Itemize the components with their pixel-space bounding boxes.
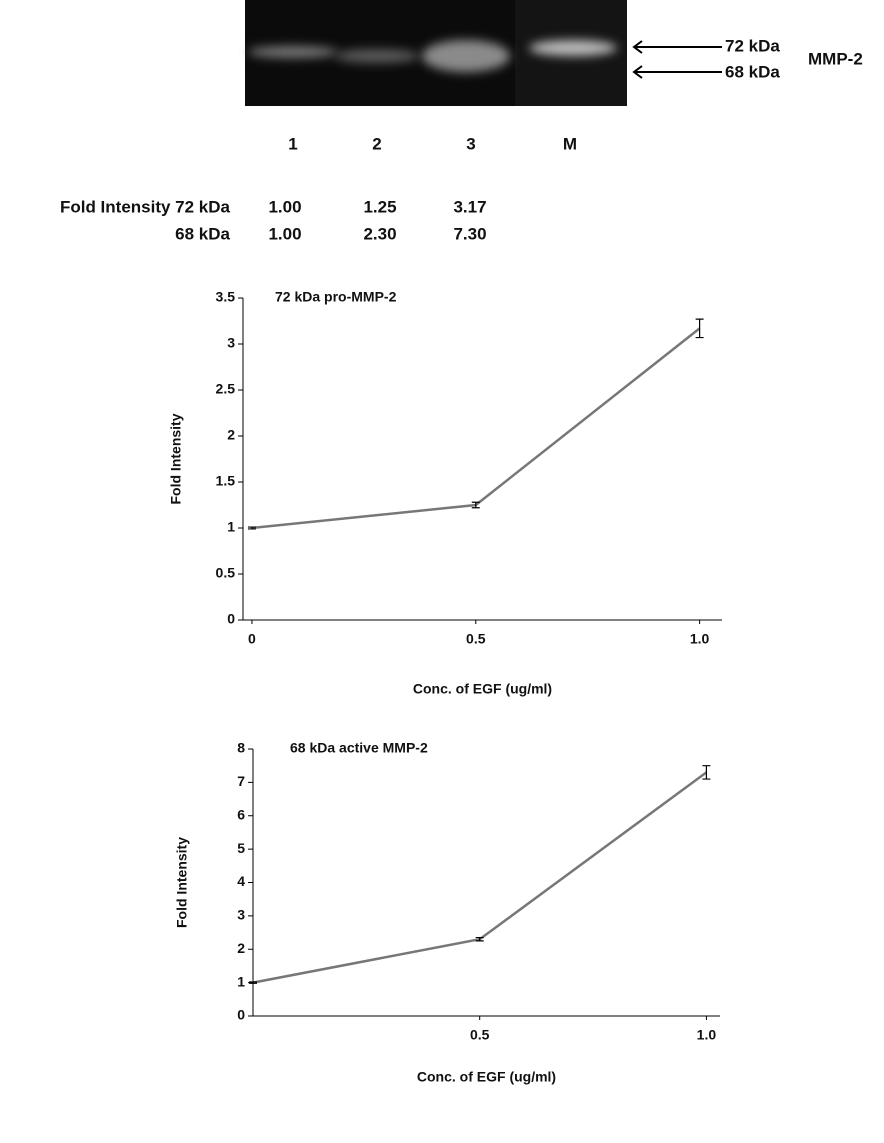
y-tick-label: 0 (227, 611, 235, 627)
error-bar (696, 319, 704, 337)
cell: 7.30 (453, 224, 486, 243)
lane-label: 3 (466, 134, 475, 153)
lane-label: M (563, 134, 577, 153)
x-tick-label: 1.0 (697, 1027, 717, 1043)
band-label: 68 kDa (725, 62, 780, 81)
gel-image (245, 0, 627, 106)
y-tick-label: 5 (237, 840, 245, 856)
x-axis-label: Conc. of EGF (ug/ml) (413, 681, 552, 697)
chart-title: 68 kDa active MMP-2 (290, 740, 428, 756)
y-tick-label: 2 (227, 427, 235, 443)
cell: 2.30 (363, 224, 396, 243)
y-tick-label: 0.5 (216, 565, 236, 581)
cell: 1.25 (363, 197, 396, 216)
band-label: 72 kDa (725, 36, 780, 55)
y-tick-label: 1 (237, 973, 245, 989)
page: {"gel": {"lanes": ["1", "2", "3", "M"], … (0, 0, 884, 1143)
arrows (634, 41, 722, 78)
data-line (253, 772, 706, 982)
cell: 1.00 (268, 224, 301, 243)
y-axis-label: Fold Intensity (168, 413, 184, 504)
x-axis-label: Conc. of EGF (ug/ml) (417, 1069, 556, 1085)
x-tick-label: 1.0 (690, 631, 710, 647)
y-tick-label: 0 (237, 1007, 245, 1023)
y-tick-label: 3 (237, 907, 245, 923)
y-tick-label: 1.5 (216, 473, 236, 489)
y-tick-label: 2.5 (216, 381, 236, 397)
data-line (252, 328, 700, 528)
y-tick-label: 6 (237, 806, 245, 822)
cell: 3.17 (453, 197, 486, 216)
row-label: 68 kDa (175, 224, 230, 243)
x-tick-label: 0.5 (466, 631, 486, 647)
x-tick-label: 0.5 (470, 1027, 490, 1043)
y-tick-label: 7 (237, 773, 245, 789)
y-tick-label: 4 (237, 873, 245, 889)
lane-label: 1 (288, 134, 297, 153)
protein-label: MMP-2 (808, 49, 863, 68)
cell: 1.00 (268, 197, 301, 216)
y-tick-label: 3 (227, 335, 235, 351)
figure: 72 kDa 68 kDa MMP-2 1 2 3 M Fold Intensi… (0, 0, 884, 1143)
y-tick-label: 3.5 (216, 289, 236, 305)
y-tick-label: 2 (237, 940, 245, 956)
error-bar (702, 766, 710, 779)
y-axis-label: Fold Intensity (174, 837, 190, 928)
y-tick-label: 1 (227, 519, 235, 535)
lane-label: 2 (372, 134, 381, 153)
y-tick-label: 8 (237, 740, 245, 756)
row-label: Fold Intensity 72 kDa (60, 197, 231, 216)
x-tick-label: 0 (248, 631, 256, 647)
chart-title: 72 kDa pro-MMP-2 (275, 289, 397, 305)
